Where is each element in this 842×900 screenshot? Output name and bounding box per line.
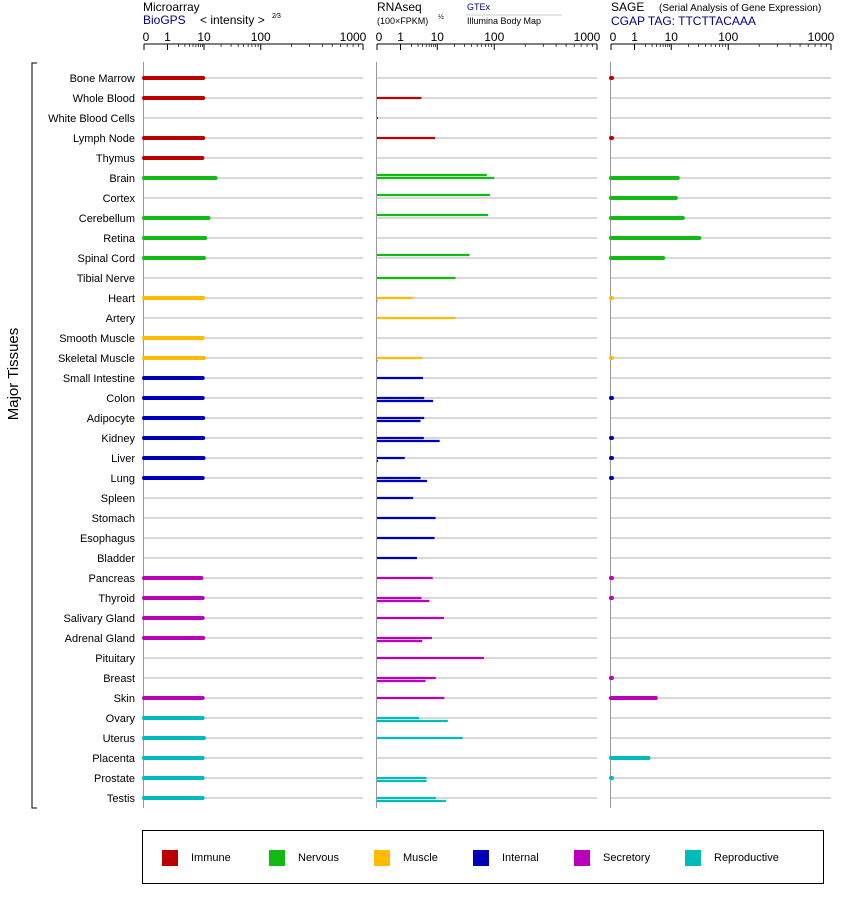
tissue-label: Spleen [101,493,135,505]
tissue-label: White Blood Cells [48,113,135,125]
sage-title: SAGE [611,0,644,14]
tissue-label: Whole Blood [73,93,135,105]
legend-swatch [685,850,701,866]
legend-item-internal: Internal [473,850,539,866]
rnaseq-tick-label: 1000 [574,30,601,44]
microarray-tick-label: 1 [164,30,171,44]
tissue-label: Pituitary [95,653,135,665]
microarray-title: Microarray [143,0,200,14]
rnaseq-scale-label: (100×FPKM) [377,16,428,26]
y-axis-bracket [31,62,37,809]
tissue-label: Thymus [96,153,136,165]
rnaseq-tick-label: 0 [376,30,383,44]
tissue-expression-chart: Microarray BioGPS < intensity > 2⁄3 RNAs… [5,0,835,809]
tissue-label: Bone Marrow [70,73,135,85]
legend-label: Immune [191,852,231,864]
tissue-label: Brain [109,173,135,185]
tissue-label: Lymph Node [73,133,135,145]
legend-label: Secretory [603,852,651,864]
tissue-label: Breast [103,673,135,685]
sage-tick-label: 100 [718,30,738,44]
microarray-tick-label: 1000 [340,30,367,44]
legend-item-nervous: Nervous [269,850,339,866]
sage-subtitle: (Serial Analysis of Gene Expression) [659,3,821,14]
tissue-label: Retina [103,233,136,245]
tissue-label: Skeletal Muscle [58,353,135,365]
y-axis-title: Major Tissues [5,328,22,421]
tissue-label: Tibial Nerve [77,273,135,285]
tissue-label: Bladder [97,553,135,565]
legend-swatch [374,850,390,866]
sage-tick-label: 10 [665,30,679,44]
rnaseq-title: RNAseq [377,0,422,14]
tissue-label: Thyroid [98,593,135,605]
tissue-label: Spinal Cord [78,253,135,265]
legend-swatch [574,850,590,866]
microarray-source: BioGPS [143,13,186,27]
legend-label: Nervous [298,852,339,864]
legend-swatch [269,850,285,866]
rnaseq-tick-label: 100 [484,30,504,44]
rnaseq-tick-label: 10 [431,30,445,44]
tissue-label: Liver [111,453,135,465]
sage-tick-label: 1 [631,30,638,44]
tissue-label: Heart [108,293,135,305]
tissue-label: Colon [106,393,135,405]
legend-swatch [473,850,489,866]
legend-item-immune: Immune [162,850,231,866]
legend-swatch [162,850,178,866]
tissue-label: Artery [106,313,136,325]
tissue-label: Salivary Gland [63,613,135,625]
tissue-label: Lung [111,473,135,485]
microarray-scale-label: < intensity > [200,13,265,27]
rnaseq-source-gtex: GTEx [467,2,491,12]
legend-label: Internal [502,852,539,864]
microarray-scale-exponent: 2⁄3 [272,13,281,20]
rnaseq-tick-label: 1 [397,30,404,44]
rnaseq-scale-exponent: ½ [438,13,444,21]
legend: Immune Nervous Muscle Internal Secretory Repr… [142,830,824,884]
tissue-label: Esophagus [80,533,136,545]
tissue-label: Cortex [103,193,136,205]
tissue-label: Pancreas [89,573,136,585]
tissue-label: Skin [114,693,135,705]
sage-tag: CGAP TAG: TTCTTACAAA [611,14,756,28]
tissue-label: Adipocyte [87,413,135,425]
tissue-label: Adrenal Gland [65,633,135,645]
tissue-label: Small Intestine [63,373,135,385]
tissue-label: Kidney [101,433,135,445]
legend-item-muscle: Muscle [374,850,438,866]
tissue-label: Cerebellum [79,213,135,225]
tissue-label: Placenta [92,753,136,765]
tissue-label: Testis [107,793,136,805]
tissue-label: Ovary [106,713,136,725]
microarray-tick-label: 0 [143,30,150,44]
tissue-label: Smooth Muscle [59,333,135,345]
microarray-tick-label: 10 [197,30,211,44]
rnaseq-source-illumina: Illumina Body Map [467,16,541,26]
legend-label: Reproductive [714,852,779,864]
legend-item-reproductive: Reproductive [685,850,779,866]
sage-tick-label: 0 [610,30,617,44]
tissue-label: Uterus [103,733,136,745]
legend-item-secretory: Secretory [574,850,650,866]
legend-label: Muscle [403,852,438,864]
tissue-label: Prostate [94,773,135,785]
tissue-label: Stomach [92,513,135,525]
sage-tick-label: 1000 [808,30,835,44]
microarray-tick-label: 100 [251,30,271,44]
